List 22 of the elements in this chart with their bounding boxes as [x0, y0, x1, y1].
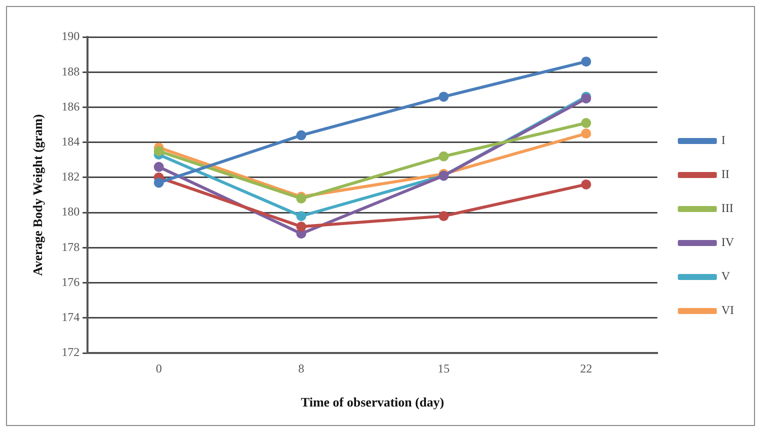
y-tick-label: 186 [62, 99, 80, 114]
x-tick-label: 15 [438, 361, 450, 376]
y-tick-label: 180 [62, 204, 80, 219]
x-axis-title: Time of observation (day) [300, 394, 444, 410]
y-tick-label: 172 [62, 345, 80, 360]
y-axis-title: Average Body Weight (gram) [30, 114, 46, 276]
legend-label: VI [721, 303, 734, 318]
legend-label: II [721, 167, 730, 182]
y-tick-label: 176 [62, 274, 80, 289]
x-tick-label: 22 [580, 361, 592, 376]
y-tick-label: 178 [62, 240, 80, 254]
x-tick-label: 8 [298, 361, 304, 376]
y-tick-label: 174 [62, 310, 80, 324]
legend-label: IV [721, 235, 734, 250]
legend-label: V [721, 269, 730, 284]
y-tick-label: 188 [62, 64, 80, 78]
y-tick-label: 184 [62, 134, 80, 148]
x-tick-label: 0 [156, 361, 162, 376]
y-tick-label: 190 [62, 29, 80, 44]
legend-label: I [721, 133, 726, 148]
legend-label: III [721, 201, 734, 216]
y-tick-label: 182 [62, 170, 80, 184]
